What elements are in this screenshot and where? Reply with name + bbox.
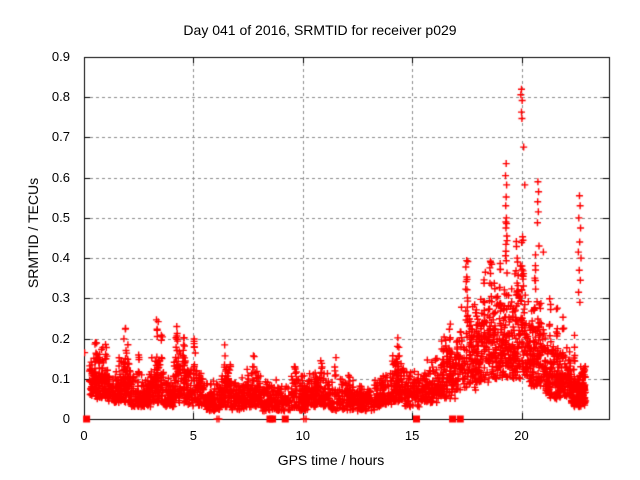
- chart-title: Day 041 of 2016, SRMTID for receiver p02…: [183, 22, 457, 38]
- x-tick-label: 5: [189, 428, 197, 443]
- y-tick-label: 0.1: [51, 370, 70, 386]
- y-tick-label: 0.5: [51, 209, 70, 225]
- y-tick-label: 0.8: [51, 89, 70, 105]
- x-tick-label: 20: [514, 428, 529, 443]
- y-tick-label: 0.4: [51, 250, 70, 266]
- y-tick-label: 0.3: [51, 290, 70, 306]
- x-tick-label: 10: [295, 428, 310, 443]
- y-tick-label: 0: [62, 411, 70, 426]
- x-axis-label: GPS time / hours: [277, 452, 385, 468]
- x-tick-label: 15: [404, 428, 420, 443]
- x-tick-label: 0: [80, 428, 88, 443]
- y-tick-label: 0.9: [51, 49, 70, 64]
- y-tick-label: 0.2: [51, 330, 70, 346]
- y-axis-label: SRMTID / TECUs: [25, 177, 41, 289]
- y-tick-label: 0.6: [51, 169, 70, 185]
- y-tick-label: 0.7: [51, 129, 70, 145]
